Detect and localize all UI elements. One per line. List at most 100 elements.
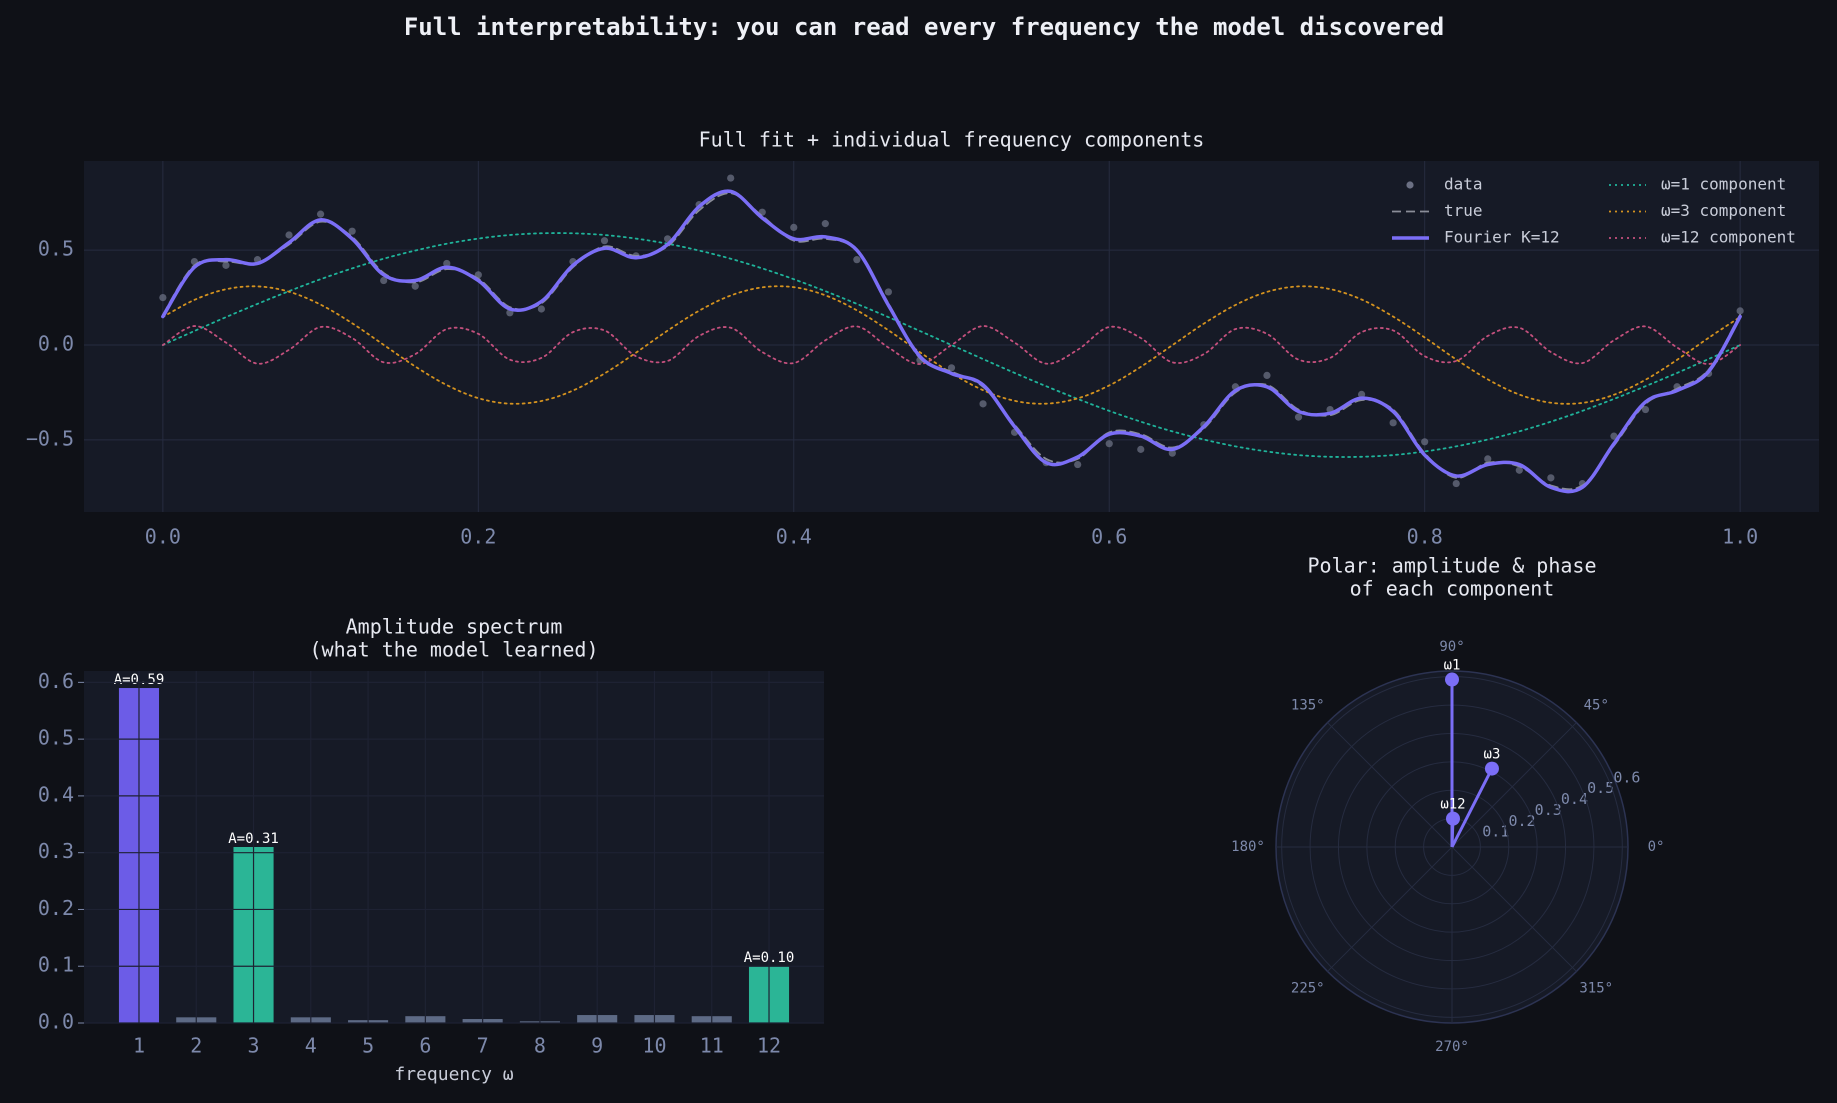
x-tick-label: 6 [419,1034,431,1058]
y-tick-label: −0.5 [26,426,74,450]
data-point [790,223,798,232]
data-point [285,231,293,239]
component-point [1445,811,1460,826]
component-stem [1450,767,1494,848]
y-tick-label: 0.2 [38,896,74,920]
angle-label: 90° [1439,639,1464,655]
series-line [161,325,1742,365]
data-point [979,400,987,408]
x-tick-label: 0.8 [1407,525,1443,549]
data-point [1610,432,1618,440]
x-tick-label: 12 [757,1034,781,1058]
x-tick-label: 0.0 [145,525,181,549]
component-label: ω3 [1484,747,1501,763]
series-line [161,189,1742,494]
y-tick-label: 0.5 [38,726,74,750]
y-tick-label: 0.1 [38,953,74,977]
r-tick-label: 0.4 [1561,790,1588,808]
data-point [884,288,893,296]
grid-spoke [1451,846,1577,972]
chart-title: (what the model learned) [310,638,599,662]
data-point [222,261,230,269]
chart-title: of each component [1350,577,1555,601]
grid-spoke [1327,722,1453,848]
component-point [1445,672,1459,687]
y-tick-label: 0.4 [38,782,74,806]
x-tick-label: 10 [642,1034,666,1058]
x-tick-label: 0.2 [460,525,496,549]
y-tick-label: 0.0 [38,1010,74,1034]
data-point [443,259,451,268]
data-point [411,282,419,290]
data-point [1168,449,1176,457]
r-tick-label: 0.5 [1587,779,1614,797]
data-point [727,174,735,182]
chart-title: Full fit + individual frequency componen… [699,128,1205,152]
x-tick-label: 0.6 [1091,525,1127,549]
angle-label: 0° [1648,839,1665,855]
data-point [1105,440,1113,448]
x-tick-label: 1.0 [1722,525,1758,549]
r-tick-label: 0.2 [1508,812,1535,830]
data-point [380,276,388,285]
data-point [316,210,325,218]
grid-spoke [1327,846,1453,972]
x-tick-label: 2 [190,1034,202,1058]
data-point [1484,455,1492,463]
chart-title: Amplitude spectrum [346,615,563,639]
plot-area [84,161,1819,512]
component-label: ω1 [1444,658,1461,674]
data-point [600,237,609,245]
data-point [1736,307,1744,315]
series-line [161,232,1742,458]
chart-title: Polar: amplitude & phase [1308,554,1597,578]
angle-label: 270° [1435,1039,1469,1055]
data-point [1389,419,1397,427]
data-point [1641,405,1650,414]
x-tick-label: 3 [248,1034,260,1058]
data-point [159,294,167,302]
x-tick-label: 1 [133,1034,145,1058]
x-tick-label: 8 [534,1034,546,1058]
data-point [1137,445,1145,453]
data-point [1515,466,1523,474]
data-point [1074,460,1082,469]
angle-label: 180° [1231,839,1265,855]
y-tick-label: 0.6 [38,669,74,693]
y-tick-label: 0.5 [38,237,74,261]
r-tick-label: 0.1 [1482,823,1509,841]
y-tick-label: 0.0 [38,332,74,356]
component-point [1484,761,1499,776]
x-tick-label: 5 [362,1034,374,1058]
plot-area [84,671,824,1023]
data-point [1263,371,1271,379]
data-point [1452,479,1460,488]
r-tick-label: 0.3 [1535,801,1562,819]
angle-label: 225° [1291,980,1325,996]
data-point [853,256,861,264]
legend-label: ω=12 component [1661,228,1796,247]
angle-label: 315° [1579,980,1613,996]
x-tick-label: 4 [305,1034,317,1058]
x-tick-label: 7 [477,1034,489,1058]
legend-label: ω=1 component [1661,175,1786,194]
legend-label: data [1444,175,1483,194]
legend-label: ω=3 component [1661,201,1786,220]
component-label: ω12 [1440,797,1465,813]
grid-spoke [1451,722,1577,848]
data-point [1357,390,1366,398]
x-tick-label: 9 [591,1034,603,1058]
data-point [1547,474,1555,482]
angle-label: 135° [1291,698,1325,714]
data-point [1421,438,1429,446]
legend-marker [1406,181,1414,189]
r-tick-label: 0.6 [1613,768,1640,786]
x-axis-label: frequency ω [394,1064,513,1085]
legend-label: Fourier K=12 [1444,228,1560,247]
legend-label: true [1444,201,1483,220]
data-point [947,364,956,372]
y-tick-label: 0.3 [38,839,74,863]
x-tick-label: 0.4 [776,525,812,549]
